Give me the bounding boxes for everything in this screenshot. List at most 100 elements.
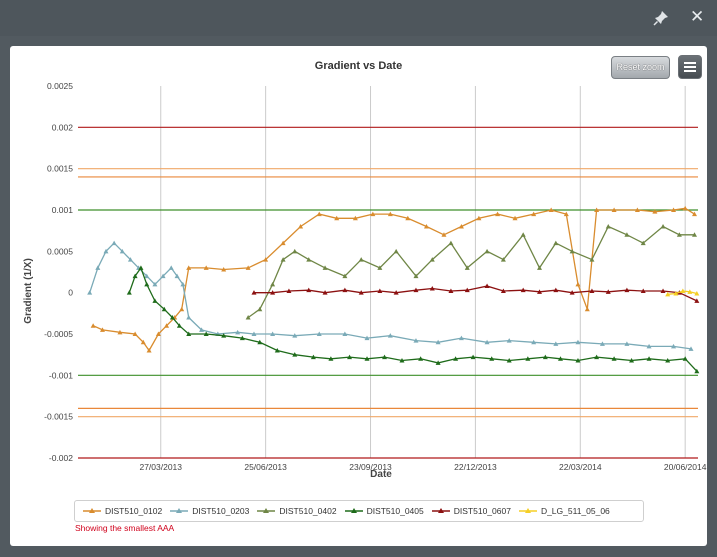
data-point — [382, 354, 388, 360]
data-point — [257, 306, 263, 312]
legend-item[interactable]: DIST510_0203 — [170, 506, 249, 516]
data-point — [342, 287, 348, 293]
data-point — [563, 211, 569, 217]
data-point — [688, 346, 694, 351]
data-point — [132, 273, 138, 279]
legend-item[interactable]: DIST510_0402 — [257, 506, 337, 516]
data-point — [611, 207, 617, 212]
data-point — [292, 248, 298, 254]
close-icon[interactable]: ✕ — [690, 7, 705, 26]
data-point — [413, 287, 419, 293]
hamburger-icon-bar — [684, 66, 696, 68]
series-dist510_0607 — [251, 283, 700, 303]
y-tick-label: -0.002 — [49, 453, 73, 463]
data-point — [126, 290, 132, 295]
data-point — [221, 333, 227, 338]
data-point — [660, 288, 666, 294]
legend-item[interactable]: D_LG_511_05_06 — [518, 506, 610, 516]
data-point — [393, 290, 399, 295]
data-point — [117, 329, 123, 335]
data-point — [322, 265, 328, 270]
data-point — [245, 314, 251, 320]
data-point — [358, 257, 364, 262]
data-point — [665, 357, 671, 363]
data-point — [138, 265, 144, 270]
data-point — [377, 265, 383, 270]
chart-title: Gradient vs Date — [314, 60, 403, 72]
data-point — [342, 331, 348, 336]
data-point — [687, 289, 693, 294]
data-point — [316, 211, 322, 217]
data-point — [387, 333, 393, 338]
data-point — [179, 306, 185, 312]
data-point — [322, 290, 328, 295]
data-point — [531, 339, 537, 345]
x-tick-label: 23/09/2013 — [349, 462, 392, 472]
reset-zoom-button[interactable]: Reset zoom — [611, 56, 670, 79]
legend-marker-icon — [344, 508, 363, 513]
data-point — [665, 291, 671, 297]
y-tick-label: 0.0005 — [47, 246, 73, 256]
status-note: Showing the smallest AAA — [75, 523, 175, 533]
data-point — [458, 224, 464, 229]
data-point — [127, 257, 133, 262]
x-tick-label: 20/06/2014 — [664, 462, 707, 472]
data-point — [611, 356, 617, 361]
pin-icon[interactable] — [652, 9, 670, 27]
data-point — [87, 290, 93, 295]
data-point — [605, 224, 611, 229]
data-point — [671, 207, 677, 212]
data-point — [542, 354, 548, 360]
legend-label: DIST510_0402 — [279, 506, 337, 516]
data-point — [423, 224, 429, 229]
data-point — [646, 343, 652, 349]
data-point — [263, 257, 269, 262]
data-point — [652, 209, 658, 214]
data-point — [553, 287, 559, 293]
data-point — [435, 360, 441, 365]
series-dist510_0405 — [126, 265, 700, 374]
data-point — [393, 248, 399, 254]
data-point — [646, 356, 652, 361]
data-point — [270, 290, 276, 295]
data-point — [310, 354, 316, 360]
data-point — [484, 339, 490, 345]
data-point — [589, 288, 595, 294]
chart-menu-button[interactable] — [678, 55, 702, 79]
data-point — [286, 288, 292, 294]
data-point — [306, 257, 312, 262]
data-point — [634, 207, 640, 212]
dialog-titlebar: ✕ — [0, 0, 717, 36]
data-point — [525, 356, 531, 361]
data-point — [470, 354, 476, 360]
data-point — [489, 356, 495, 361]
data-point — [692, 232, 698, 237]
data-point — [531, 211, 537, 217]
y-tick-label: -0.001 — [49, 370, 73, 380]
data-point — [292, 352, 298, 357]
x-axis-label: Date — [370, 469, 392, 480]
legend-item[interactable]: DIST510_0607 — [431, 506, 511, 516]
data-point — [270, 281, 276, 287]
data-point — [144, 281, 150, 287]
data-point — [280, 240, 286, 246]
legend-item[interactable]: DIST510_0102 — [83, 506, 162, 516]
data-point — [180, 281, 186, 287]
data-point — [132, 331, 138, 336]
data-point — [245, 265, 251, 270]
data-point — [203, 331, 209, 336]
data-point — [520, 232, 526, 237]
chart-plot-area[interactable]: -0.002 -0.0015 -0.001 -0.0005 0 0.0005 0.001 0.… — [10, 46, 707, 496]
data-point — [103, 248, 109, 254]
data-point — [370, 211, 376, 217]
data-point — [594, 354, 600, 360]
data-point — [599, 341, 605, 346]
data-point — [186, 314, 192, 320]
data-point — [364, 356, 370, 361]
data-point — [520, 287, 526, 293]
legend-item[interactable]: DIST510_0405 — [344, 506, 424, 516]
data-point — [152, 281, 158, 287]
data-point — [624, 341, 630, 346]
data-point — [342, 273, 348, 279]
data-point — [624, 232, 630, 237]
